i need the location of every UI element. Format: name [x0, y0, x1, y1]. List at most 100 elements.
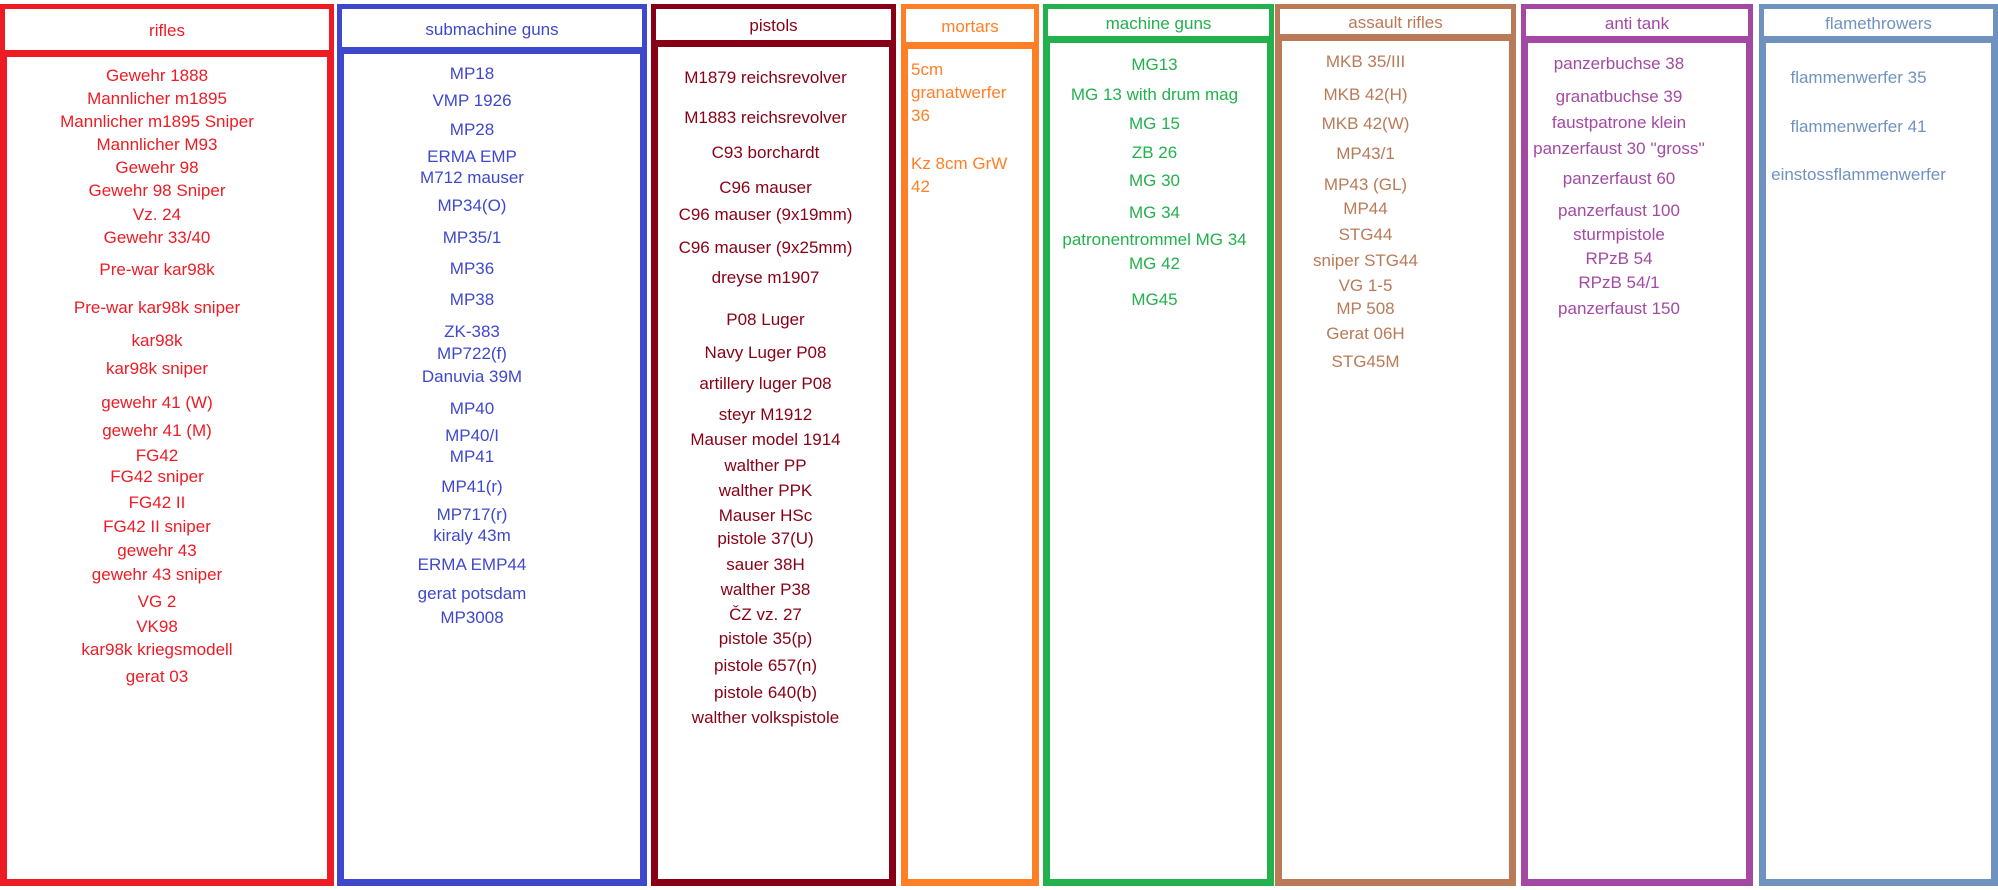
column-pistols: pistols M1879 reichsrevolver M1883 reich… — [651, 4, 896, 886]
list-item: C93 borchardt — [711, 143, 820, 162]
column-body: MG13 MG 13 with drum mag MG 15 ZB 26 MG … — [1043, 36, 1274, 886]
list-item: MP36 — [449, 259, 495, 278]
list-item: ZB 26 — [1131, 143, 1178, 162]
list-item: P08 Luger — [726, 310, 805, 329]
column-body: MP18 VMP 1926 MP28 ERMA EMP M712 mauser … — [337, 47, 647, 886]
list-item: Gewehr 98 — [115, 158, 199, 177]
item-list: MP18 VMP 1926 MP28 ERMA EMP M712 mauser … — [344, 54, 640, 879]
list-item: flammenwerfer 41 — [1790, 117, 1927, 136]
list-item: kar98k — [131, 331, 183, 350]
list-item: patronentrommel MG 34 — [1062, 230, 1247, 249]
list-item: ERMA EMP44 — [417, 555, 527, 574]
list-item: pistole 35(p) — [718, 629, 813, 648]
list-item: Pre-war kar98k — [99, 260, 215, 279]
list-item: panzerfaust 150 — [1558, 299, 1680, 318]
column-header: assault rifles — [1275, 4, 1516, 34]
list-item: MP40/I — [445, 426, 499, 445]
column-body: M1879 reichsrevolver M1883 reichsrevolve… — [651, 40, 896, 886]
list-item: einstossflammenwerfer — [1771, 165, 1946, 184]
list-item: MP722(f) — [437, 344, 507, 363]
list-item: FG42 sniper — [110, 467, 204, 486]
column-title: machine guns — [1105, 14, 1212, 33]
list-item: gewehr 41 (W) — [101, 393, 213, 412]
column-title: submachine guns — [425, 20, 559, 39]
list-item: MP3008 — [440, 608, 504, 627]
list-item: MP35/1 — [442, 228, 502, 247]
list-item: pistole 640(b) — [713, 683, 817, 702]
list-item: MP41 — [449, 447, 495, 466]
list-item: Mauser model 1914 — [690, 430, 841, 449]
list-item: gewehr 43 sniper — [91, 565, 223, 584]
list-item: Mauser HSc — [718, 506, 813, 525]
item-list: MKB 35/III MKB 42(H) MKB 42(W) MP43/1 MP… — [1282, 41, 1509, 879]
list-item: C96 mauser (9x25mm) — [678, 238, 853, 257]
list-item: kiraly 43m — [433, 526, 511, 545]
list-item: gewehr 43 — [117, 541, 197, 560]
list-item: M712 mauser — [420, 168, 524, 187]
list-item: MP44 — [1343, 199, 1388, 218]
list-item: STG44 — [1338, 225, 1393, 244]
column-anti-tank: anti tank panzerbuchse 38 granatbuchse 3… — [1521, 4, 1753, 886]
list-item: pistole 37(U) — [717, 529, 814, 548]
list-item: panzerfaust 60 — [1562, 169, 1676, 188]
list-item: MP28 — [449, 120, 495, 139]
list-item: walther volkspistole — [691, 708, 840, 727]
list-item: Gewehr 1888 — [105, 66, 209, 85]
column-header: anti tank — [1521, 4, 1753, 36]
list-item: steyr M1912 — [718, 405, 813, 424]
list-item: ERMA EMP — [427, 147, 517, 166]
list-item: RPzB 54/1 — [1578, 273, 1660, 292]
list-item: walther P38 — [720, 580, 811, 599]
item-list: panzerbuchse 38 granatbuchse 39 faustpat… — [1528, 43, 1746, 879]
list-item: MP 508 — [1336, 299, 1395, 318]
column-header: machine guns — [1043, 4, 1274, 36]
column-header: rifles — [0, 4, 334, 50]
list-item: Danuvia 39M — [421, 367, 523, 386]
column-header: pistols — [651, 4, 896, 40]
column-mortars: mortars 5cm granatwerfer 36 Kz 8cm GrW 4… — [901, 4, 1039, 886]
list-item: MG 13 with drum mag — [1070, 85, 1239, 104]
list-item: Vz. 24 — [132, 205, 182, 224]
column-submachine-guns: submachine guns MP18 VMP 1926 MP28 ERMA … — [337, 4, 647, 886]
list-item: VMP 1926 — [432, 91, 512, 110]
column-assault-rifles: assault rifles MKB 35/III MKB 42(H) MKB … — [1275, 4, 1516, 886]
list-item: Navy Luger P08 — [704, 343, 827, 362]
column-machine-guns: machine guns MG13 MG 13 with drum mag MG… — [1043, 4, 1274, 886]
list-item: MKB 42(H) — [1323, 85, 1408, 104]
column-body: 5cm granatwerfer 36 Kz 8cm GrW 42 — [901, 42, 1039, 886]
list-item: M1879 reichsrevolver — [684, 68, 847, 87]
item-list: M1879 reichsrevolver M1883 reichsrevolve… — [658, 47, 889, 879]
column-title: flamethrowers — [1825, 14, 1932, 33]
list-item: gerat potsdam — [417, 584, 527, 603]
list-item: Gewehr 33/40 — [103, 228, 211, 247]
column-header: submachine guns — [337, 4, 647, 47]
column-header: flamethrowers — [1759, 4, 1998, 36]
column-title: assault rifles — [1348, 13, 1443, 32]
list-item: MP43 (GL) — [1323, 175, 1408, 194]
list-item: Pre-war kar98k sniper — [73, 298, 241, 317]
list-item: flammenwerfer 35 — [1790, 68, 1927, 87]
item-list: 5cm granatwerfer 36 Kz 8cm GrW 42 — [908, 49, 1032, 879]
list-item: MP34(O) — [437, 196, 507, 215]
list-item: M1883 reichsrevolver — [684, 108, 847, 127]
list-item: gerat 03 — [125, 667, 189, 686]
list-item: FG42 II sniper — [103, 517, 211, 536]
list-item: STG45M — [1331, 352, 1400, 371]
list-item: Gerat 06H — [1326, 324, 1405, 343]
list-item: MP18 — [449, 64, 495, 83]
list-item: MKB 35/III — [1325, 52, 1406, 71]
list-item: panzerfaust 100 — [1558, 201, 1680, 220]
column-flamethrowers: flamethrowers flammenwerfer 35 flammenwe… — [1759, 4, 1998, 886]
item-list: flammenwerfer 35 flammenwerfer 41 einsto… — [1766, 43, 1991, 879]
list-item: MP41(r) — [441, 477, 503, 496]
list-item: C96 mauser — [719, 178, 812, 197]
list-item: MP43/1 — [1336, 144, 1395, 163]
list-item: kar98k kriegsmodell — [81, 640, 233, 659]
list-item: Gewehr 98 Sniper — [88, 181, 226, 200]
list-item: gewehr 41 (M) — [102, 421, 212, 440]
column-title: anti tank — [1604, 14, 1670, 33]
list-item: FG42 — [135, 446, 179, 465]
list-item: faustpatrone klein — [1551, 113, 1687, 132]
list-item: FG42 II — [128, 493, 186, 512]
list-item: Mannlicher m1895 — [87, 89, 227, 108]
